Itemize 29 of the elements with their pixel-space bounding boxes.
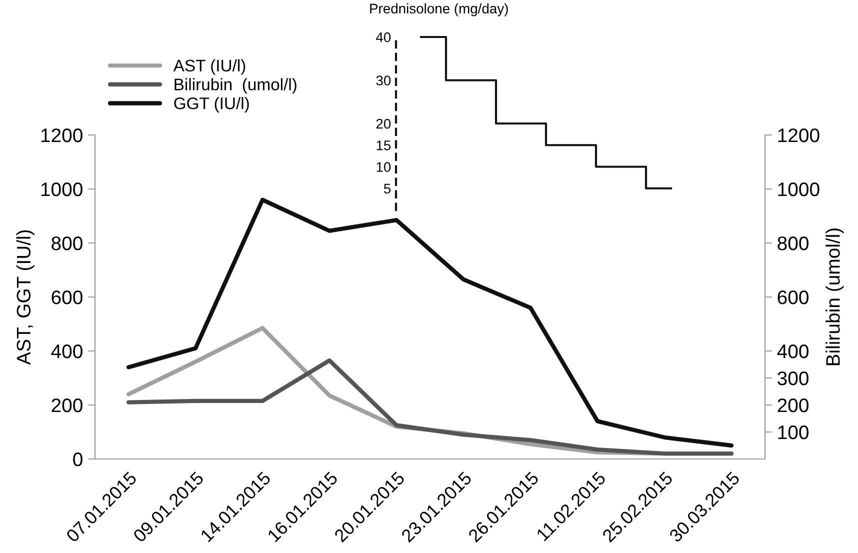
y2-tick-label: 200 bbox=[778, 398, 808, 412]
y2-tick-label: 600 bbox=[778, 290, 808, 304]
line-series bbox=[126, 198, 734, 448]
y-tick-label: 20 bbox=[376, 118, 391, 129]
y-tick-label: 600 bbox=[52, 290, 82, 304]
y2-axis-title: Bilirubin (umol/l) bbox=[826, 228, 844, 366]
y2-tick-label: 1200 bbox=[778, 128, 820, 142]
chart-title: Prednisolone (mg/day) bbox=[370, 3, 508, 16]
y-tick-label: 40 bbox=[376, 32, 391, 42]
y-tick-label: 1000 bbox=[41, 182, 82, 196]
y2-tick-label: 400 bbox=[777, 344, 808, 358]
y-tick-label: 10 bbox=[376, 162, 391, 172]
legend-label: Bilirubin (umol/l) bbox=[174, 78, 296, 94]
legend-label: AST (IU/l) bbox=[173, 59, 246, 75]
y-tick-label: 800 bbox=[52, 236, 82, 250]
y-tick-label: 200 bbox=[52, 398, 82, 412]
y-tick-label: 0 bbox=[73, 452, 82, 466]
y-tick-label: 1200 bbox=[41, 128, 82, 142]
legend-label: GGT (IU/l) bbox=[174, 97, 249, 113]
y2-tick-label: 1000 bbox=[778, 182, 820, 196]
y2-tick-label: 800 bbox=[778, 236, 808, 250]
y2-tick-label: 100 bbox=[778, 425, 808, 440]
y-tick-label: 30 bbox=[376, 76, 391, 86]
y-tick-label: 400 bbox=[51, 344, 82, 358]
y-tick-label: 15 bbox=[376, 140, 391, 150]
y-tick-label: 5 bbox=[384, 184, 391, 194]
y2-tick-label: 300 bbox=[778, 371, 808, 386]
line-series bbox=[126, 358, 734, 456]
y-axis-title: AST, GGT (IU/l) bbox=[16, 230, 34, 365]
